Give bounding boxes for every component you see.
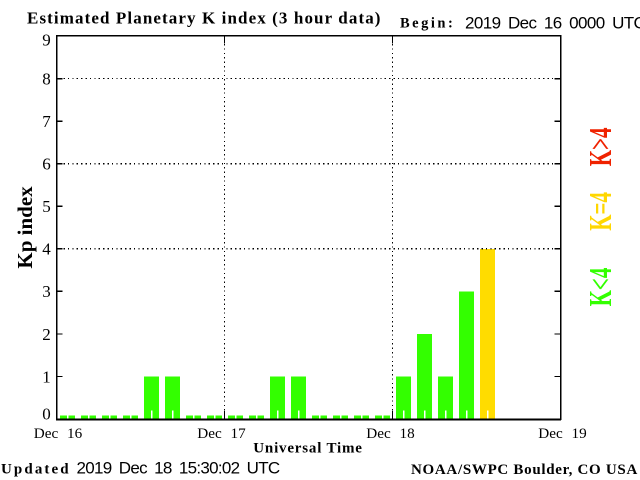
svg-text:Dec 19: Dec 19	[538, 425, 586, 442]
svg-text:Dec 17: Dec 17	[197, 425, 246, 442]
svg-text:Kp index: Kp index	[13, 186, 37, 269]
svg-text:8: 8	[42, 70, 51, 89]
svg-text:3: 3	[42, 282, 51, 301]
svg-text:K=4: K=4	[583, 192, 618, 231]
svg-text:9: 9	[42, 31, 51, 50]
svg-text:Universal Time: Universal Time	[253, 441, 362, 457]
svg-text:5: 5	[42, 197, 51, 216]
svg-text:2019 Dec 16 0000 UTC: 2019 Dec 16 0000 UTC	[465, 14, 640, 33]
svg-text:K>4: K>4	[583, 128, 618, 167]
svg-text:Begin:: Begin:	[400, 15, 455, 31]
svg-text:2: 2	[42, 325, 51, 344]
svg-text:Updated: Updated	[1, 462, 71, 478]
svg-text:4: 4	[42, 240, 51, 259]
svg-text:Dec 16: Dec 16	[34, 425, 83, 442]
svg-text:0: 0	[42, 405, 51, 424]
svg-text:K<4: K<4	[583, 268, 618, 307]
svg-text:6: 6	[42, 155, 51, 174]
svg-text:Estimated Planetary K index (3: Estimated Planetary K index (3 hour data…	[27, 9, 382, 28]
svg-text:2019 Dec 18 15:30:02 UTC: 2019 Dec 18 15:30:02 UTC	[77, 459, 280, 478]
svg-text:1: 1	[42, 367, 51, 386]
svg-text:Dec 18: Dec 18	[366, 425, 415, 442]
svg-text:NOAA/SWPC Boulder, CO USA: NOAA/SWPC Boulder, CO USA	[411, 462, 638, 478]
svg-text:7: 7	[42, 112, 51, 131]
